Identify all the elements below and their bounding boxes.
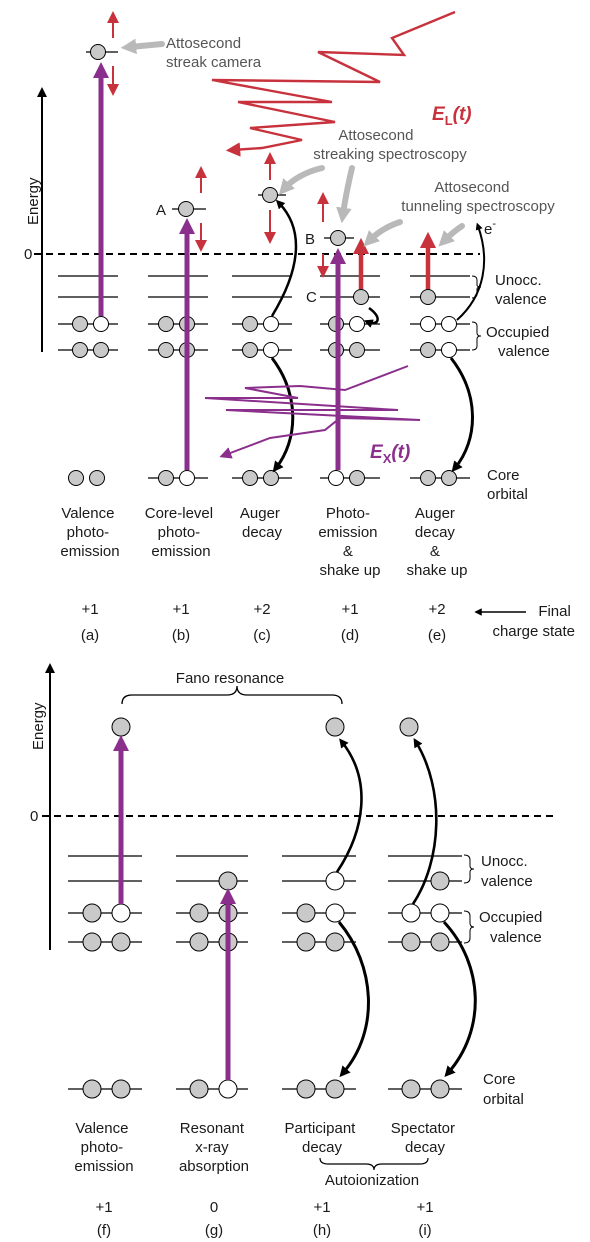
process-label-f: Valence photo- emission xyxy=(74,1120,133,1175)
letter-i: (i) xyxy=(418,1222,431,1239)
process-label-d: Photo- emission & shake up xyxy=(318,505,381,579)
charge-i: +1 xyxy=(416,1199,433,1216)
xray-field-label: EX(t) xyxy=(370,442,410,466)
letter-f: (f) xyxy=(97,1222,111,1239)
attosecond-streak-camera-label: Attosecond streak camera xyxy=(166,35,262,71)
top-occupied-brace xyxy=(472,322,481,350)
letter-g: (g) xyxy=(205,1222,223,1239)
bottom-col-h-electrons xyxy=(297,718,344,1098)
top-laser-pulse-waveform xyxy=(212,12,455,150)
top-c-auger-up-arrow xyxy=(272,203,296,316)
autoionization-label: Autoionization xyxy=(325,1172,419,1189)
letter-d: (d) xyxy=(341,627,359,644)
autoionization-brace xyxy=(320,1158,428,1170)
bottom-col-i-electrons xyxy=(400,718,449,1098)
process-label-h: Participant decay xyxy=(284,1120,359,1156)
bottom-energy-axis-label: Energy xyxy=(30,702,47,750)
charge-c: +2 xyxy=(253,601,270,618)
laser-field-label: EL(t) xyxy=(432,104,472,128)
process-label-g: Resonant x-ray absorption xyxy=(179,1120,249,1175)
top-core-orbital-label: Core orbital xyxy=(487,467,528,503)
top-panel: Energy 0 xyxy=(24,12,575,644)
top-e-auger-up-arrow xyxy=(457,226,484,320)
top-energy-axis-label: Energy xyxy=(25,177,42,225)
bottom-unocc-brace xyxy=(464,855,474,883)
bottom-occupied-brace xyxy=(464,911,474,943)
process-label-i: Spectator decay xyxy=(391,1120,459,1156)
top-unocc-brace xyxy=(472,276,481,298)
bottom-occupied-valence-label: Occupied valence xyxy=(479,909,547,946)
process-label-a: Valence photo- emission xyxy=(60,505,119,560)
process-label-e: Auger decay & shake up xyxy=(407,505,468,579)
final-charge-state-label: Final charge state xyxy=(492,603,575,640)
bottom-core-orbital-label: Core orbital xyxy=(483,1071,524,1108)
fano-resonance-label: Fano resonance xyxy=(176,670,284,687)
bottom-panel: Energy 0 Fano resonance xyxy=(30,668,556,1239)
charge-f: +1 xyxy=(95,1199,112,1216)
letter-h: (h) xyxy=(313,1222,331,1239)
top-zero-label: 0 xyxy=(24,246,32,263)
process-label-b: Core-level photo- emission xyxy=(145,505,218,560)
letter-a: (a) xyxy=(81,627,99,644)
bottom-energy-levels xyxy=(68,856,462,1089)
letter-b: (b) xyxy=(172,627,190,644)
charge-h: +1 xyxy=(313,1199,330,1216)
letter-e: (e) xyxy=(428,627,446,644)
bottom-h-autoionization-up-arrow xyxy=(337,742,361,872)
charge-a: +1 xyxy=(81,601,98,618)
top-d-shakeup-arrow xyxy=(368,308,378,323)
point-label-a: A xyxy=(156,202,166,219)
charge-g: 0 xyxy=(210,1199,218,1216)
attosecond-streaking-spectroscopy-label: Attosecond streaking spectroscopy xyxy=(313,127,467,163)
bottom-unocc-valence-label: Unocc. valence xyxy=(481,853,533,890)
top-xray-pulse-waveform xyxy=(205,366,420,455)
charge-e: +2 xyxy=(428,601,445,618)
top-e-auger-down-arrow xyxy=(451,358,473,468)
top-energy-levels xyxy=(58,52,470,478)
charge-d: +1 xyxy=(341,601,358,618)
letter-c: (c) xyxy=(253,627,271,644)
point-label-c: C xyxy=(306,289,317,306)
top-occupied-valence-label: Occupied valence xyxy=(486,324,554,360)
fano-resonance-brace xyxy=(122,686,342,704)
bottom-zero-label: 0 xyxy=(30,808,38,825)
point-label-b: B xyxy=(305,231,315,248)
process-label-c: Auger decay xyxy=(240,505,284,541)
charge-b: +1 xyxy=(172,601,189,618)
electron-label: e- xyxy=(484,218,496,238)
top-unocc-valence-label: Unocc. valence xyxy=(495,272,547,308)
top-col-e-electrons xyxy=(421,290,457,486)
attosecond-tunneling-spectroscopy-label: Attosecond tunneling spectroscopy xyxy=(401,179,555,215)
